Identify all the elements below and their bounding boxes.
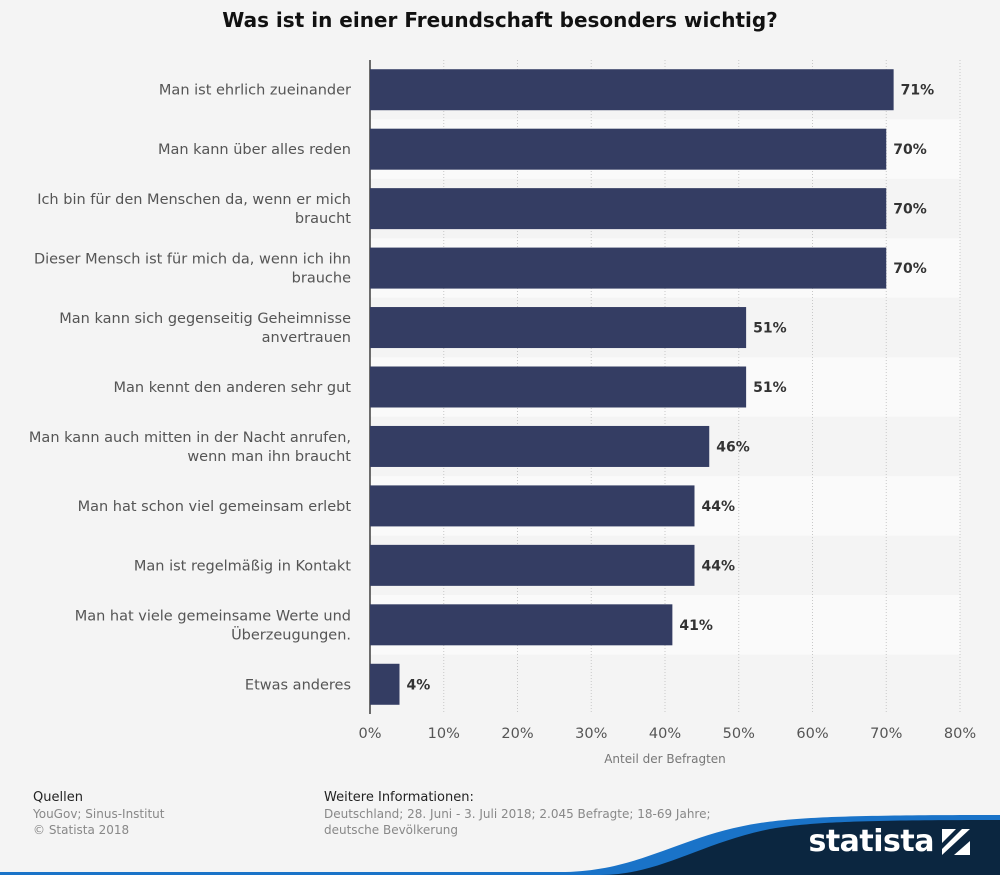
bar-value-label: 44%	[702, 499, 736, 515]
bar-value-label: 41%	[679, 618, 713, 634]
bar[interactable]	[370, 604, 673, 646]
info-block: Weitere Informationen: Deutschland; 28. …	[324, 790, 711, 838]
x-tick-label: 40%	[649, 726, 681, 742]
bar[interactable]	[370, 425, 710, 467]
x-tick-label: 20%	[501, 726, 533, 742]
bar-value-label: 70%	[893, 142, 927, 158]
bar[interactable]	[370, 366, 747, 408]
statista-logo[interactable]: statista	[808, 824, 970, 859]
bar[interactable]	[370, 247, 887, 289]
category-label: Man ist regelmäßig in Kontakt	[134, 558, 351, 574]
x-tick-label: 0%	[358, 726, 381, 742]
x-tick-label: 50%	[723, 726, 755, 742]
bar-value-label: 70%	[893, 261, 927, 277]
bar[interactable]	[370, 544, 695, 586]
x-tick-label: 30%	[575, 726, 607, 742]
bar-value-label: 51%	[753, 380, 787, 396]
bar[interactable]	[370, 485, 695, 527]
category-label: Man kann auch mitten in der Nacht anrufe…	[29, 430, 351, 465]
bar-value-label: 71%	[901, 83, 935, 99]
logo-wordmark: statista	[808, 824, 934, 859]
bar-value-label: 4%	[407, 677, 431, 693]
category-label: Man kann sich gegenseitig Geheimnisse anv…	[59, 311, 351, 346]
x-axis-title: Anteil der Befragten	[604, 752, 726, 766]
category-label: Etwas anderes	[245, 677, 351, 693]
bar[interactable]	[370, 128, 887, 170]
x-tick-label: 10%	[428, 726, 460, 742]
category-label: Ich bin für den Menschen da, wenn er mic…	[37, 192, 351, 227]
category-label: Man kennt den anderen sehr gut	[114, 380, 352, 396]
copyright-line: © Statista 2018	[33, 823, 130, 837]
category-label: Man hat schon viel gemeinsam erlebt	[78, 499, 352, 515]
bar-value-label: 44%	[702, 558, 736, 574]
bar-chart: 71% Man ist ehrlich zueinander 70% Man kann…	[29, 60, 976, 766]
bar-value-label: 46%	[716, 439, 750, 455]
info-line: deutsche Bevölkerung	[324, 823, 459, 837]
bar[interactable]	[370, 69, 894, 111]
info-line: Deutschland; 28. Juni - 3. Juli 2018; 2.…	[324, 807, 711, 821]
bar-value-label: 51%	[753, 321, 787, 337]
sources-block: Quellen YouGov; Sinus-Institut © Statist…	[33, 790, 164, 838]
bar[interactable]	[370, 307, 747, 349]
sources-heading: Quellen	[33, 790, 83, 805]
x-tick-label: 70%	[870, 726, 902, 742]
x-tick-label: 60%	[796, 726, 828, 742]
category-label: Man hat viele gemeinsame Werte und Überze…	[75, 608, 351, 643]
x-tick-label: 80%	[944, 726, 976, 742]
bar[interactable]	[370, 188, 887, 230]
bar[interactable]	[370, 663, 400, 705]
chart-title: Was ist in einer Freundschaft besonders …	[222, 8, 778, 32]
category-label: Man ist ehrlich zueinander	[159, 83, 351, 99]
category-label: Man kann über alles reden	[158, 142, 351, 158]
statista-logo-icon	[942, 828, 970, 855]
bar-value-label: 70%	[893, 202, 927, 218]
brand-band	[0, 815, 1000, 875]
info-heading: Weitere Informationen:	[324, 790, 474, 805]
category-label: Dieser Mensch ist für mich da, wenn ich …	[34, 252, 351, 287]
sources-line: YouGov; Sinus-Institut	[33, 807, 165, 821]
